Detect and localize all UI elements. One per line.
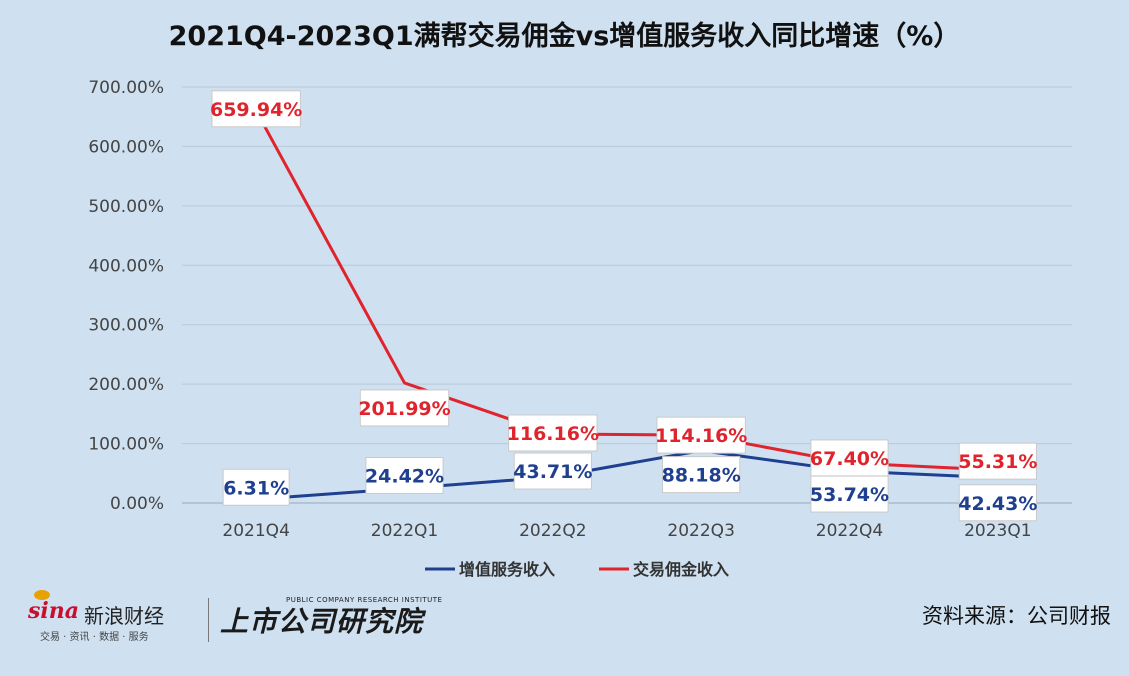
data-source: 资料来源：公司财报: [922, 604, 1111, 628]
data-label-box: [810, 475, 889, 513]
data-label-box: [958, 484, 1037, 522]
data-label: 114.16%: [655, 425, 747, 447]
x-tick-label: 2022Q2: [519, 521, 586, 541]
sina-logo: sina: [28, 598, 79, 624]
y-tick-label: 700.00%: [88, 78, 164, 98]
data-label-box: [958, 442, 1037, 480]
y-tick-label: 0.00%: [110, 494, 164, 514]
y-tick-label: 400.00%: [88, 256, 164, 276]
legend-label: 交易佣金收入: [633, 560, 729, 579]
data-label-box: [662, 456, 741, 494]
data-label: 43.71%: [513, 461, 592, 483]
x-tick-label: 2022Q1: [371, 521, 438, 541]
research-institute-en: PUBLIC COMPANY RESEARCH INSTITUTE: [286, 596, 443, 604]
x-tick-label: 2021Q4: [222, 521, 289, 541]
data-label-box: [656, 416, 746, 454]
sina-finance-name: 新浪财经: [84, 604, 164, 628]
data-label: 24.42%: [365, 465, 444, 487]
data-label-box: [508, 414, 598, 452]
data-label: 116.16%: [507, 423, 599, 445]
y-tick-label: 200.00%: [88, 375, 164, 395]
data-label-box: [211, 90, 301, 128]
y-tick-label: 100.00%: [88, 435, 164, 455]
data-label: 6.31%: [223, 477, 289, 499]
data-label: 67.40%: [810, 448, 889, 470]
data-label: 42.43%: [958, 493, 1037, 515]
logo-divider: [208, 598, 209, 642]
x-tick-label: 2022Q4: [816, 521, 883, 541]
data-label-box: [513, 452, 592, 490]
legend-label: 增值服务收入: [459, 560, 555, 579]
y-tick-label: 300.00%: [88, 316, 164, 336]
data-label: 201.99%: [358, 398, 450, 420]
data-label: 53.74%: [810, 484, 889, 506]
x-tick-label: 2022Q3: [667, 521, 734, 541]
chart-title: 2021Q4-2023Q1满帮交易佣金vs增值服务收入同比增速（%）: [168, 21, 961, 52]
x-tick-label: 2023Q1: [964, 521, 1031, 541]
data-label: 55.31%: [958, 451, 1037, 473]
research-institute-logo: 上市公司研究院: [220, 605, 424, 638]
data-label: 659.94%: [210, 99, 302, 121]
data-label-box: [365, 456, 444, 494]
sina-eye-icon: [34, 590, 50, 600]
sina-tagline: 交易 · 资讯 · 数据 · 服务: [40, 632, 149, 643]
data-label-box: [810, 439, 889, 477]
data-label-box: [222, 468, 290, 506]
data-label-box: [359, 389, 450, 427]
y-tick-label: 600.00%: [88, 137, 164, 157]
data-label: 88.18%: [662, 465, 741, 487]
y-tick-label: 500.00%: [88, 197, 164, 217]
